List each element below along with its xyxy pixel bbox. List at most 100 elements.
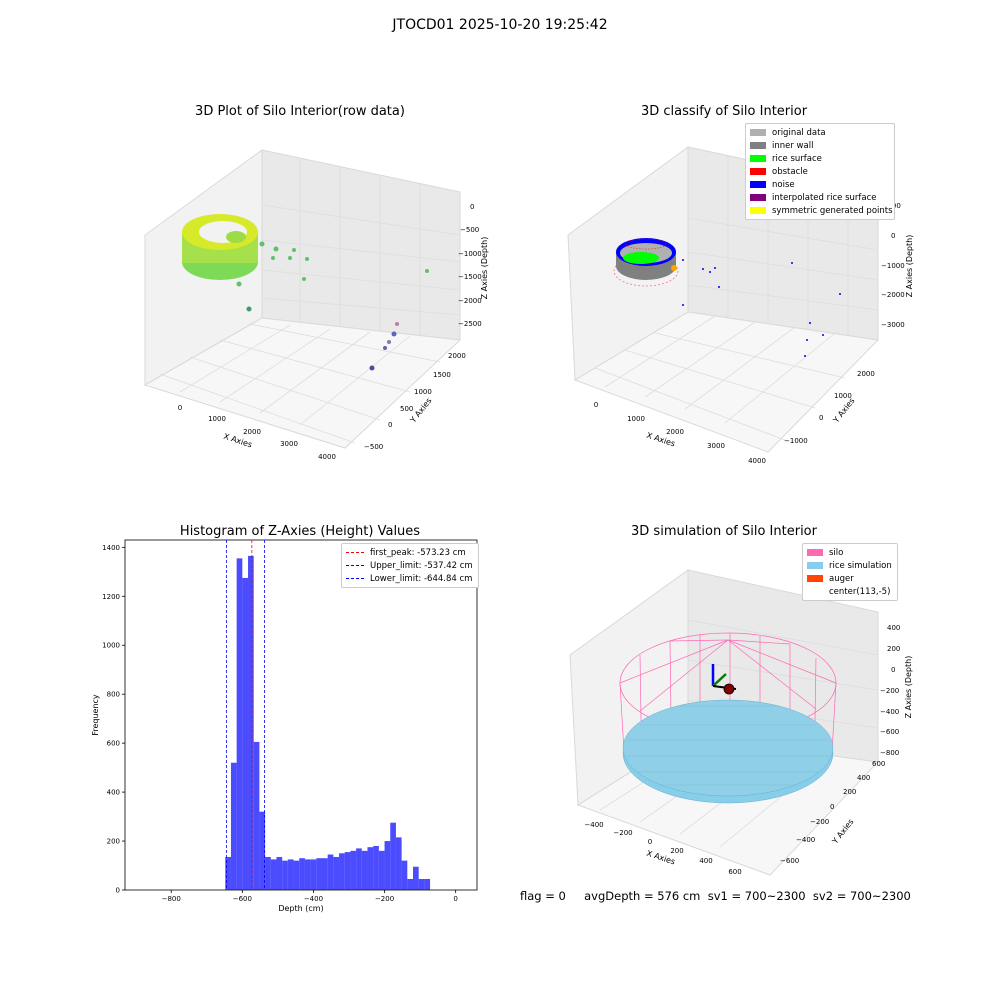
p2-zlabel: Z Axies (Depth) [905,235,914,298]
p2-xtick: 1000 [627,415,645,423]
auger [711,664,737,695]
histogram-bar [424,878,431,890]
p4-xtick: −400 [584,821,603,829]
p1-xtick: 1000 [208,415,226,423]
status-footer: flag = 0 avgDepth = 576 cm sv1 = 700~230… [520,889,911,903]
histogram-bar [361,850,368,890]
p1-ztick: −1000 [458,250,482,258]
histogram-bar [270,859,277,890]
p4-ztick: −200 [880,687,899,695]
legend-item: silo [807,546,893,559]
p1-scatter-points [236,241,429,371]
p4-xtick: 600 [728,868,741,876]
histogram-bar [350,850,357,890]
panel4-3d-plot: −400 −200 0 200 400 600 −600 −400 −200 0… [569,569,913,876]
legend-item: symmetric generated points [750,204,893,217]
p4-ytick: 200 [843,788,856,796]
histogram-vlines [225,540,265,890]
histogram-bar [259,811,266,890]
p4-ylabel: Y Axies [830,817,856,846]
histogram-bar [401,860,408,890]
p4-ztick: 400 [887,624,900,632]
p2-ytick: 1000 [834,392,852,400]
histogram-bars [225,555,431,890]
legend-item: inner wall [750,139,890,152]
rice-simulation-mesh [626,705,830,786]
p2-ztick: −2000 [881,291,905,299]
legend-item: auger [807,572,893,585]
histogram-bar [367,847,374,890]
p4-zlabel: Z Axies (Depth) [904,656,913,719]
y-tick-label: 800 [107,691,120,699]
p2-xtick: 0 [594,401,598,409]
histogram-bar [321,858,328,890]
histogram-bar [299,858,305,890]
histogram-bar [407,878,413,890]
p4-ytick: −400 [796,836,815,844]
histogram-bar [373,845,379,890]
panel4-title: 3D simulation of Silo Interior [631,524,817,539]
grid-lines [159,158,461,444]
legend-item: obstacle [750,165,890,178]
histogram-bar [265,856,271,890]
histogram-bar [327,854,334,890]
histogram-ylabel: Frequency [91,694,100,736]
legend-item: interpolated rice surface [750,191,890,204]
histogram-xlabel: Depth (cm) [278,904,323,913]
histogram-bar [356,848,362,890]
y-tick-label: 200 [107,838,120,846]
p2-ztick: 0 [891,232,895,240]
legend-item: rice simulation [807,559,893,572]
y-tick-label: 1400 [102,544,120,552]
p1-ytick: −500 [364,443,383,451]
p1-ytick: 2000 [448,352,466,360]
histogram-bar [304,859,311,890]
p4-ztick: −800 [880,749,899,757]
histogram-ticks: −800 −600 −400 −200 0 0 200 400 600 800 1000 1200 14… [102,544,458,903]
legend-item: original data [750,126,890,139]
p2-ztick: −3000 [881,321,905,329]
y-tick-label: 0 [116,887,120,895]
histogram-bar [333,856,340,890]
p1-ytick: 1500 [433,371,451,379]
panel2-title: 3D classify of Silo Interior [640,104,808,119]
histogram-bar [344,852,351,890]
histogram-bar [384,841,391,890]
histogram-bar [287,859,294,890]
p4-xtick: −200 [613,829,632,837]
histogram-bar [418,878,425,890]
histogram-bar [282,860,288,890]
pane-back [261,149,461,341]
p4-ytick: −600 [780,857,799,865]
legend-item: rice surface [750,152,890,165]
histogram-bar [390,822,396,890]
figure-title: JTOCD01 2025-10-20 19:25:42 [392,17,608,33]
histogram-bar [248,555,254,890]
y-tick-label: 1000 [102,642,120,650]
histogram-bar [253,741,260,890]
p1-xtick: 0 [178,404,182,412]
p1-xtick: 2000 [243,428,261,436]
p2-ztick: −1000 [881,262,905,270]
histogram-frame [124,539,478,891]
legend-item: Upper_limit: -537.42 cm [346,559,474,572]
p4-ztick: −600 [880,728,899,736]
histogram-bar [310,859,317,890]
legend-item: center(113,-5) [807,585,893,598]
histogram-bar [316,858,322,890]
histogram-bar [276,856,283,890]
p1-ztick: −1500 [458,273,482,281]
histogram-bar [339,853,345,890]
p4-ztick: −400 [880,708,899,716]
p4-ztick: 200 [887,645,900,653]
histogram-bar [293,860,300,890]
y-tick-label: 1200 [102,593,120,601]
p1-point-cloud [182,214,258,280]
p1-xtick: 3000 [280,440,298,448]
p1-ztick: −2000 [458,297,482,305]
p4-xtick: 200 [670,847,683,855]
p2-ytick: 2000 [857,370,875,378]
p2-xtick: 2000 [666,428,684,436]
p1-ztick: −2500 [458,320,482,328]
legend-item: Lower_limit: -644.84 cm [346,572,474,585]
